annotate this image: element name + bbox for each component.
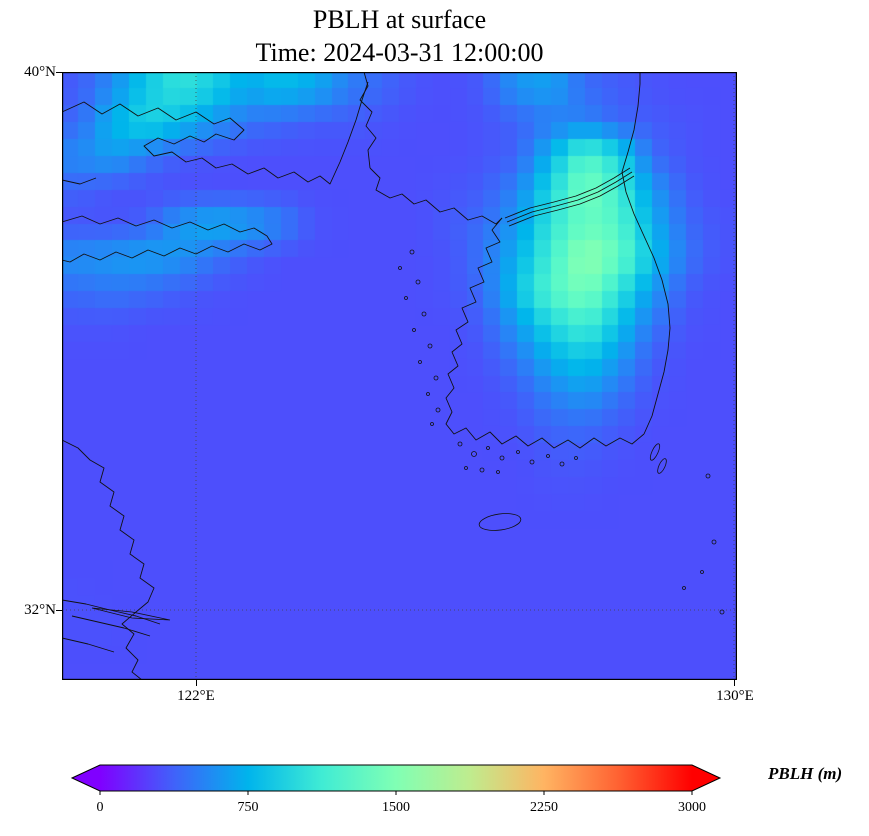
colorbar-tick-2250: 2250 xyxy=(530,800,558,815)
xtickmark-130e xyxy=(734,680,735,686)
colorbar-tick-750: 750 xyxy=(237,800,259,815)
coastlines xyxy=(62,72,671,680)
graticule xyxy=(62,72,737,680)
ytick-32n: 32°N xyxy=(24,602,56,618)
map-plot xyxy=(62,72,737,680)
ytickmark-32n xyxy=(56,610,62,611)
plot-subtitle: Time: 2024-03-31 12:00:00 xyxy=(255,37,544,67)
xtickmark-122e xyxy=(196,680,197,686)
xtick-130e: 130°E xyxy=(716,688,754,704)
title-block: PBLH at surface Time: 2024-03-31 12:00:0… xyxy=(62,4,737,69)
plot-border xyxy=(62,72,737,680)
islands xyxy=(91,249,725,621)
pblh-heatmap xyxy=(62,72,737,680)
colorbar-tick-3000: 3000 xyxy=(678,800,706,815)
colorbar-tick-0: 0 xyxy=(96,800,104,815)
ytickmark-40n xyxy=(56,72,62,73)
colorbar xyxy=(66,764,726,800)
colorbar-gradient xyxy=(100,765,692,791)
colorbar-label: PBLH (m) xyxy=(768,764,843,783)
xtick-122e: 122°E xyxy=(177,688,215,704)
colorbar-over-arrow xyxy=(692,765,720,791)
colorbar-tick-1500: 1500 xyxy=(382,800,410,815)
coastline-overlay xyxy=(62,72,737,680)
colorbar-svg xyxy=(70,764,722,795)
plot-title: PBLH at surface xyxy=(312,5,487,34)
colorbar-under-arrow xyxy=(72,765,100,791)
colorbar-tickmarks xyxy=(99,791,693,795)
ytick-40n: 40°N xyxy=(24,64,56,80)
